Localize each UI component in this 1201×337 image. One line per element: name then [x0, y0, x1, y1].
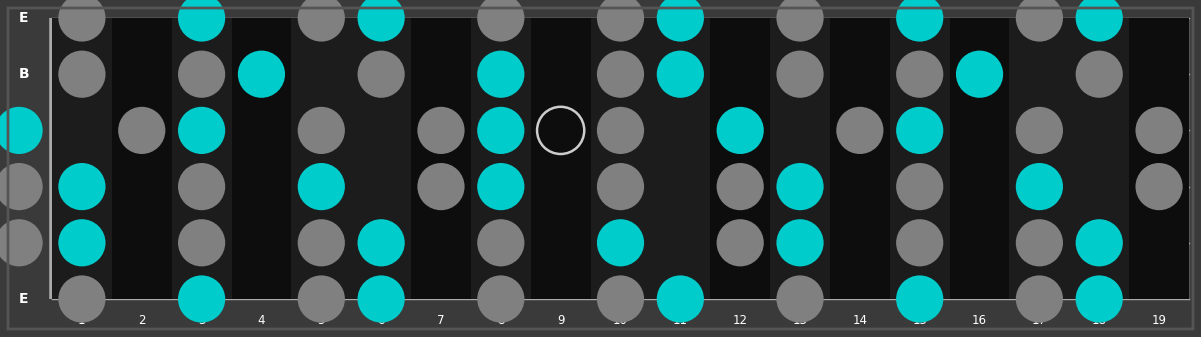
Text: D: D	[18, 180, 30, 193]
Text: 16: 16	[972, 314, 987, 328]
Text: F: F	[377, 69, 384, 79]
Text: D: D	[616, 13, 625, 23]
Text: A: A	[856, 125, 864, 135]
Text: F: F	[916, 182, 924, 192]
Text: Bb: Bb	[195, 126, 208, 135]
Text: D: D	[915, 69, 924, 79]
Text: 2: 2	[138, 314, 145, 328]
Text: E: E	[19, 292, 29, 306]
Text: A: A	[317, 13, 325, 23]
Text: G: G	[616, 238, 625, 248]
Text: 11: 11	[673, 314, 688, 328]
Text: 5: 5	[317, 314, 325, 328]
Text: Bb: Bb	[1093, 295, 1106, 304]
Text: A: A	[1035, 13, 1044, 23]
Text: 9: 9	[557, 314, 564, 328]
Text: G: G	[1035, 182, 1044, 192]
Text: Bb: Bb	[375, 13, 388, 23]
Text: C: C	[796, 69, 803, 79]
Text: Eb: Eb	[76, 182, 88, 191]
Text: C: C	[1035, 125, 1044, 135]
Text: 3: 3	[198, 314, 205, 328]
Text: C: C	[198, 238, 205, 248]
Text: G: G	[14, 125, 23, 135]
Text: F: F	[1095, 69, 1103, 79]
Text: A: A	[1155, 182, 1163, 192]
Text: D: D	[317, 238, 325, 248]
Text: F: F	[78, 13, 85, 23]
Text: 12: 12	[733, 314, 748, 328]
Text: A: A	[317, 294, 325, 304]
Text: B: B	[19, 67, 29, 81]
Text: 15: 15	[913, 314, 927, 328]
Text: Eb: Eb	[1093, 238, 1105, 247]
Text: 18: 18	[1092, 314, 1106, 328]
Text: 10: 10	[613, 314, 628, 328]
Text: 13: 13	[793, 314, 807, 328]
Text: Eb: Eb	[255, 70, 268, 79]
Text: Bb: Bb	[494, 182, 508, 191]
Text: Bb: Bb	[1093, 13, 1106, 23]
Text: A: A	[1035, 294, 1044, 304]
Text: C: C	[497, 13, 504, 23]
Text: Eb: Eb	[674, 295, 687, 304]
Text: F: F	[617, 125, 625, 135]
Text: A: A	[19, 236, 29, 250]
Text: E: E	[19, 11, 29, 25]
Text: A: A	[736, 238, 745, 248]
Text: C: C	[317, 125, 325, 135]
Text: Bb: Bb	[913, 126, 926, 135]
Text: 19: 19	[1152, 314, 1166, 328]
Text: A: A	[138, 125, 145, 135]
Text: 6: 6	[377, 314, 384, 328]
Text: Eb: Eb	[495, 126, 507, 135]
Text: 17: 17	[1032, 314, 1047, 328]
Text: 7: 7	[437, 314, 444, 328]
Text: F: F	[796, 13, 803, 23]
Text: G: G	[496, 69, 506, 79]
Text: G: G	[915, 13, 924, 23]
Text: F: F	[497, 238, 504, 248]
Text: Bb: Bb	[794, 238, 807, 247]
Text: Eb: Eb	[794, 182, 806, 191]
Text: Eb: Eb	[375, 238, 388, 247]
Text: F: F	[796, 294, 803, 304]
Text: C: C	[497, 294, 504, 304]
Text: 4: 4	[258, 314, 265, 328]
Text: G: G	[197, 294, 205, 304]
Text: F: F	[78, 294, 85, 304]
Text: F: F	[198, 182, 205, 192]
Text: Eb: Eb	[973, 70, 986, 79]
Text: G: G	[736, 125, 745, 135]
Text: A: A	[437, 182, 446, 192]
Text: D: D	[437, 125, 446, 135]
Text: G: G	[317, 182, 325, 192]
Text: 1: 1	[78, 314, 85, 328]
Text: G: G	[915, 294, 924, 304]
Text: D: D	[736, 182, 745, 192]
Text: D: D	[1155, 125, 1164, 135]
Text: G: G	[18, 123, 30, 137]
Text: G: G	[197, 13, 205, 23]
Text: Bb: Bb	[76, 238, 89, 247]
Text: D: D	[1035, 238, 1044, 248]
Text: D: D	[14, 182, 23, 192]
Text: Bb: Bb	[375, 295, 388, 304]
Text: D: D	[616, 294, 625, 304]
Text: Eb: Eb	[674, 13, 687, 23]
Text: C: C	[616, 182, 625, 192]
Text: 14: 14	[853, 314, 867, 328]
Text: C: C	[78, 69, 85, 79]
Text: 8: 8	[497, 314, 504, 328]
Text: A: A	[616, 69, 625, 79]
Text: C: C	[916, 238, 924, 248]
Text: Bb: Bb	[674, 70, 687, 79]
Text: D: D	[197, 69, 205, 79]
Text: A: A	[16, 238, 23, 248]
